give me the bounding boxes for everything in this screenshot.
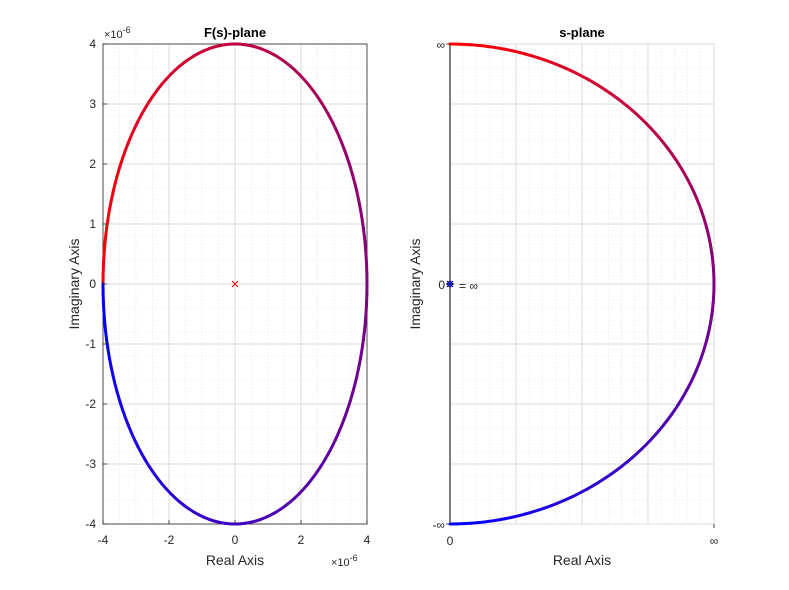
s-plane-y-tick-inf: ∞ [436, 38, 445, 52]
fs-plane-y-tick-label: -4 [85, 517, 96, 531]
fs-plane-y-tick-label: -2 [85, 397, 96, 411]
fs-plane-curve-segment [363, 244, 368, 258]
fs-plane-y-label: Imaginary Axis [66, 238, 82, 329]
fs-plane-markers [231, 280, 239, 288]
fs-plane-curve-segment [103, 320, 108, 333]
fs-plane-x-tick-label: -4 [98, 533, 109, 547]
fs-plane-curve-segment [105, 338, 110, 351]
fs-plane-curve-segment [362, 235, 367, 248]
s-plane-x-tick-inf: ∞ [710, 534, 719, 548]
fs-plane-x-label: Real Axis [206, 552, 264, 568]
s-plane-axes: 0 ∞ -∞ 0 ∞ = ∞ s-plane Real Axis Imagina… [407, 25, 718, 568]
fs-plane-curve-segment [364, 301, 369, 314]
fs-plane-curve-segment [101, 301, 106, 314]
s-plane-grid [449, 43, 715, 525]
s-plane-x-label: Real Axis [553, 552, 611, 568]
fs-plane-x-exponent: ×10-6 [331, 553, 358, 569]
fs-plane-curve-segment [364, 254, 369, 267]
fs-plane-x-tick-label: 2 [298, 533, 305, 547]
fs-plane-curve-segment [106, 208, 111, 221]
fs-plane-curve-segment [357, 199, 363, 212]
fs-plane-x-exponent-power: -6 [350, 553, 358, 563]
fs-plane-y-tick-label: -3 [85, 457, 96, 471]
fs-plane-nyquist-curve [101, 42, 369, 526]
s-plane-x-tick-0: 0 [447, 534, 454, 548]
s-plane-y-tick-neg-inf: -∞ [432, 518, 445, 532]
fs-plane-y-tick-label: -1 [85, 337, 96, 351]
fs-plane-curve-segment [357, 356, 363, 369]
fs-plane-curve-segment [104, 329, 109, 342]
fs-plane-curve-segment [361, 226, 366, 239]
fs-plane-x-tick-label: 4 [364, 533, 371, 547]
s-plane-title: s-plane [559, 25, 605, 40]
fs-plane-curve-segment [361, 329, 366, 342]
fs-plane-x-exponent-base: ×10 [331, 557, 350, 569]
fs-plane-curve-segment [360, 217, 365, 230]
fs-plane-y-exponent-power: -6 [123, 25, 131, 35]
fs-plane-curve-segment [103, 235, 108, 248]
fs-plane-curve-segment [362, 320, 367, 333]
fs-plane-x-tick-labels: -4 -2 0 2 4 [98, 533, 371, 547]
fs-plane-curve-segment [107, 199, 113, 212]
fs-plane-curve-segment [104, 226, 109, 239]
fs-plane-y-tick-label: 3 [89, 97, 96, 111]
fs-plane-axes: -4 -2 0 2 4 -4 -3 -2 -1 0 1 2 3 4 F(s)-plane Real Ax… [66, 25, 371, 569]
fs-plane-title: F(s)-plane [204, 25, 266, 40]
fs-plane-curve-segment [107, 356, 113, 369]
fs-plane-curve-segment [360, 338, 365, 351]
s-plane-markers [446, 280, 454, 288]
fs-plane-curve-segment [363, 310, 368, 324]
s-plane-d-contour [448, 42, 716, 526]
fs-plane-y-exponent: ×10-6 [104, 25, 131, 41]
fs-plane-y-exponent-base: ×10 [104, 29, 123, 41]
fs-plane-curve-segment [102, 310, 107, 324]
s-plane-y-label: Imaginary Axis [407, 238, 423, 329]
fs-plane-ticks [102, 43, 368, 525]
fs-plane-marker-x [231, 280, 239, 288]
fs-plane-curve-segment [359, 347, 364, 360]
fs-plane-curve-segment [106, 347, 111, 360]
s-plane-marker-circle [447, 281, 453, 287]
fs-plane-x-tick-label: -2 [164, 533, 175, 547]
fs-plane-x-tick-label: 0 [232, 533, 239, 547]
fs-plane-curve-segment [359, 208, 364, 221]
fs-plane-y-tick-label: 4 [89, 37, 96, 51]
s-plane-annotation: = ∞ [459, 279, 478, 293]
fs-plane-y-tick-label: 1 [89, 217, 96, 231]
fs-plane-y-tick-label: 0 [89, 277, 96, 291]
fs-plane-y-tick-label: 2 [89, 157, 96, 171]
fs-plane-curve-segment [105, 217, 110, 230]
s-plane-y-tick-0: 0 [438, 278, 445, 292]
fs-plane-curve-segment [102, 244, 107, 258]
fs-plane-curve-segment [101, 254, 106, 267]
fs-plane-y-tick-labels: -4 -3 -2 -1 0 1 2 3 4 [85, 37, 96, 531]
